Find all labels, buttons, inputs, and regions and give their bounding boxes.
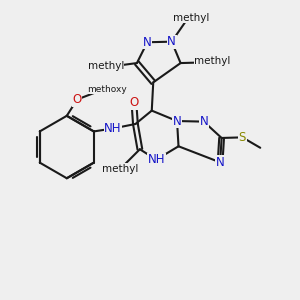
Text: N: N: [167, 35, 176, 48]
Text: N: N: [143, 36, 152, 49]
Text: methyl: methyl: [102, 164, 139, 174]
Text: NH: NH: [104, 122, 122, 135]
Text: O: O: [73, 93, 82, 106]
Text: methyl: methyl: [194, 56, 231, 66]
Text: N: N: [173, 115, 182, 128]
Text: methoxy: methoxy: [87, 85, 127, 94]
Text: methyl: methyl: [173, 13, 209, 23]
Text: NH: NH: [148, 153, 165, 166]
Text: S: S: [239, 131, 246, 144]
Text: O: O: [129, 96, 139, 109]
Text: methyl: methyl: [88, 61, 124, 71]
Text: N: N: [200, 115, 208, 128]
Text: N: N: [216, 156, 224, 169]
